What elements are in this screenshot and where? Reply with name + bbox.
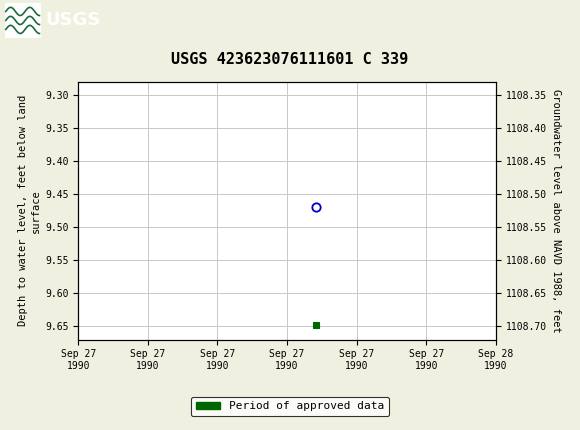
Y-axis label: Depth to water level, feet below land
surface: Depth to water level, feet below land su…	[18, 95, 41, 326]
FancyBboxPatch shape	[5, 3, 41, 37]
Y-axis label: Groundwater level above NAVD 1988, feet: Groundwater level above NAVD 1988, feet	[551, 89, 561, 332]
Text: USGS 423623076111601 C 339: USGS 423623076111601 C 339	[171, 52, 409, 67]
Text: USGS: USGS	[45, 12, 100, 29]
Legend: Period of approved data: Period of approved data	[191, 397, 389, 416]
